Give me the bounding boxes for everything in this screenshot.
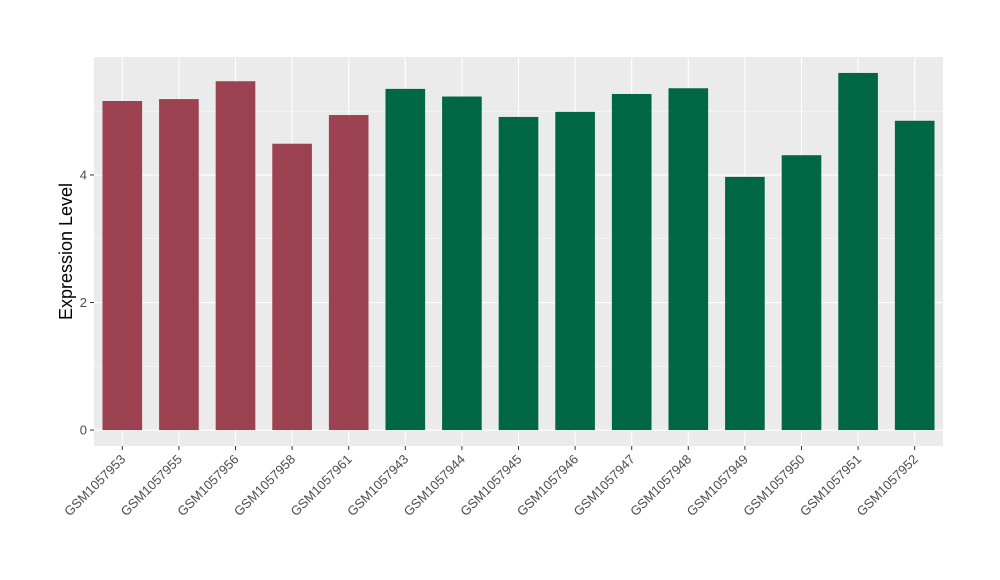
bar (159, 99, 199, 431)
y-tick-label: 2 (80, 295, 87, 310)
bar (215, 81, 256, 431)
bar (611, 93, 652, 431)
y-axis: 0 2 4 (80, 167, 94, 438)
bar (272, 143, 312, 431)
y-tick-label: 0 (80, 423, 87, 438)
bar (442, 96, 482, 431)
bar (555, 111, 595, 431)
bar (781, 155, 822, 431)
bar (725, 176, 765, 431)
bar (498, 116, 539, 431)
bars (102, 72, 935, 431)
bar (894, 120, 935, 431)
bar (328, 115, 369, 431)
y-tick-label: 4 (80, 167, 87, 182)
y-axis-title: Expression Level (56, 183, 76, 320)
bar (385, 88, 426, 431)
x-axis: GSM1057953GSM1057955GSM1057956GSM1057958… (61, 446, 921, 519)
bar (102, 101, 143, 431)
bar (838, 72, 878, 431)
bar (668, 88, 709, 431)
